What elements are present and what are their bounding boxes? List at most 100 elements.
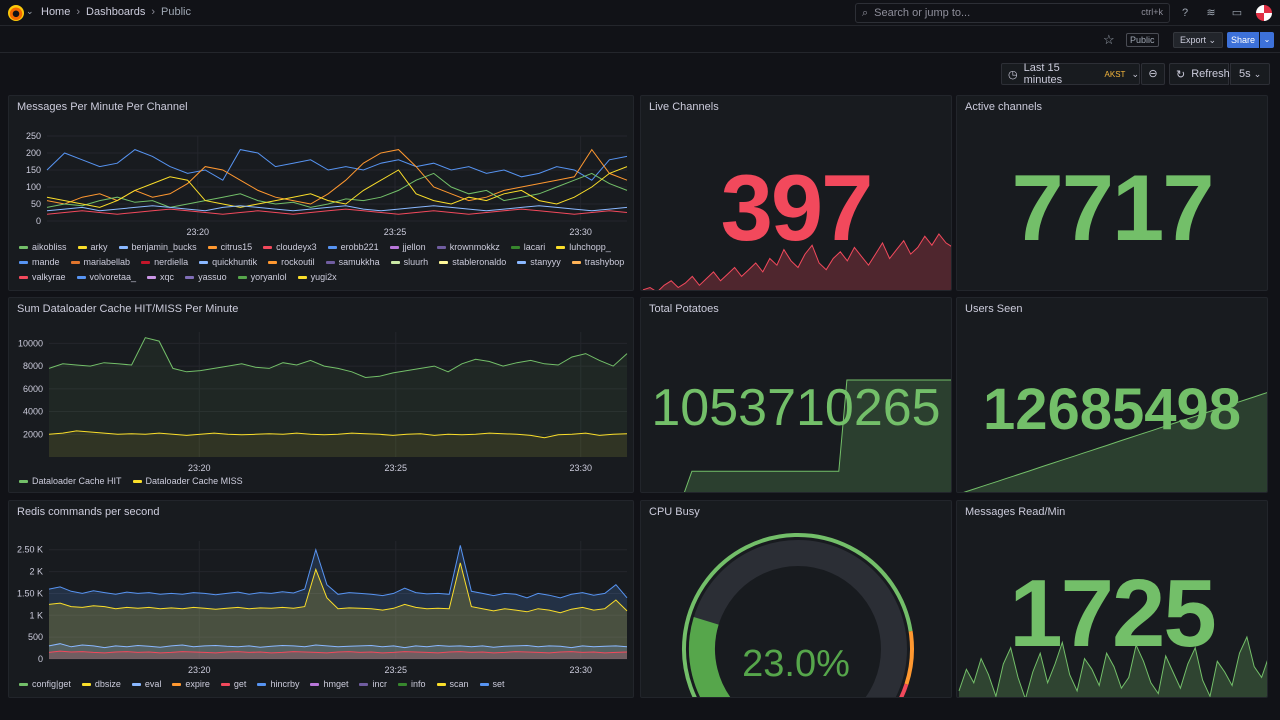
legend-item[interactable]: Dataloader Cache MISS (132, 475, 243, 487)
legend-item[interactable]: arky (77, 241, 108, 253)
rss-icon[interactable]: ≋ (1206, 7, 1216, 19)
legend-item[interactable]: expire (172, 678, 210, 690)
legend-item[interactable]: benjamin_bucks (118, 241, 197, 253)
legend-item[interactable]: luhchopp_ (556, 241, 611, 253)
legend-item[interactable]: trashybop (571, 256, 625, 268)
share-dropdown-icon[interactable]: ⌄ (1260, 32, 1274, 48)
legend-item[interactable]: hmget (310, 678, 348, 690)
help-icon[interactable]: ? (1181, 7, 1189, 19)
legend-swatch (19, 260, 28, 264)
legend-item[interactable]: samukkha (325, 256, 380, 268)
time-range-picker[interactable]: ◷ Last 15 minutes AKST ⌄ (1001, 62, 1140, 86)
search-input[interactable]: ⌕ Search or jump to... ctrl+k (855, 3, 1170, 23)
legend-item[interactable]: mande (19, 256, 60, 268)
zoom-out-icon[interactable]: ⊖ (1141, 63, 1165, 85)
legend-item[interactable]: set (479, 678, 505, 690)
grafana-logo-icon[interactable] (8, 5, 24, 21)
legend-item[interactable]: krownmokkz (436, 241, 500, 253)
legend-label: eval (144, 679, 162, 689)
legend-label: trashybop (584, 257, 625, 267)
gauge-threshold (899, 683, 909, 697)
top-nav: ⌄ Home › Dashboards › Public ⌕ Search or… (0, 0, 1280, 26)
legend-swatch (297, 275, 307, 279)
breadcrumb-dashboards[interactable]: Dashboards (86, 6, 146, 18)
legend-item[interactable]: citrus15 (207, 241, 252, 253)
legend-label: valkyrae (32, 272, 66, 282)
legend-label: arky (90, 242, 108, 252)
legend-item[interactable]: quickhuntik (199, 256, 257, 268)
legend-swatch (257, 682, 267, 686)
messages-read-sparkline (958, 635, 1267, 697)
series-line (46, 205, 628, 212)
sparkline-line (963, 392, 1267, 492)
legend-swatch (359, 682, 369, 686)
panel-live-channels: Live Channels 397 (640, 95, 952, 291)
legend-swatch (327, 245, 337, 249)
chevron-down-icon[interactable]: ⌄ (26, 6, 34, 16)
legend-swatch (207, 245, 217, 249)
x-tick-label: 23:30 (569, 665, 592, 675)
avatar[interactable] (1256, 5, 1272, 21)
search-icon: ⌕ (862, 6, 869, 19)
sparkline-area (965, 392, 1267, 492)
legend-item[interactable]: Dataloader Cache HIT (19, 475, 122, 487)
dataloader-chart: 2000 4000 6000 8000 10000 23:20 23:25 23:30 (18, 332, 628, 473)
legend-item[interactable]: scan (436, 678, 469, 690)
legend-item[interactable]: xqc (147, 271, 174, 283)
legend-label: yassuo (198, 272, 227, 282)
y-tick-label: 1 K (29, 610, 43, 620)
legend-item[interactable]: yassuo (185, 271, 227, 283)
legend-item[interactable]: yugi2x (297, 271, 337, 283)
legend-swatch (118, 245, 128, 249)
legend-item[interactable]: config|get (19, 678, 71, 690)
monitor-icon[interactable]: ▭ (1231, 7, 1243, 19)
stat-value: 397 (720, 155, 874, 260)
legend-item[interactable]: nerdiella (141, 256, 188, 268)
legend-item[interactable]: cloudeyx3 (263, 241, 317, 253)
series-area (49, 651, 627, 659)
breadcrumb-separator-icon: › (76, 6, 81, 18)
y-tick-label: 0 (38, 654, 43, 664)
legend-item[interactable]: hincrby (257, 678, 299, 690)
y-tick-label: 150 (26, 165, 41, 175)
export-button[interactable]: Export ⌄ (1173, 32, 1224, 48)
legend-item[interactable]: eval (131, 678, 162, 690)
legend-item[interactable]: aikobliss (19, 241, 67, 253)
legend-item[interactable]: erobb221 (327, 241, 379, 253)
legend-swatch (510, 245, 520, 249)
legend-item[interactable]: sluurh (390, 256, 428, 268)
legend-item[interactable]: stanyyy (517, 256, 561, 268)
legend-item[interactable]: lacari (510, 241, 545, 253)
legend-swatch (185, 275, 195, 279)
legend-item[interactable]: stableronaldo (439, 256, 506, 268)
legend-item[interactable]: jjellon (389, 241, 426, 253)
refresh-label: Refresh (1191, 68, 1230, 80)
legend-item[interactable]: yoryanlol (237, 271, 287, 283)
breadcrumb-separator-icon: › (151, 6, 156, 18)
timezone-badge: AKST (1104, 69, 1126, 79)
legend-item[interactable]: dbsize (81, 678, 121, 690)
legend-item[interactable]: mariabellab (70, 256, 130, 268)
legend-swatch (76, 275, 86, 279)
legend-swatch (172, 682, 182, 686)
breadcrumb-home[interactable]: Home (41, 6, 71, 18)
series-area (49, 430, 627, 457)
legend-label: yugi2x (310, 272, 337, 282)
share-button[interactable]: Share (1227, 32, 1259, 48)
panel-title: Redis commands per second (17, 506, 160, 518)
legend-item[interactable]: rockoutil (268, 256, 315, 268)
refresh-interval-select[interactable]: 5s ⌄ (1230, 63, 1270, 85)
stat-value: 1725 (1009, 560, 1217, 667)
legend-item[interactable]: info (397, 678, 426, 690)
panel-redis-commands: Redis commands per second 0 500 1 K 1.50 K 2… (8, 500, 634, 698)
series-line (48, 545, 628, 599)
legend-swatch (19, 275, 28, 279)
legend-item[interactable]: volvoretaa_ (76, 271, 136, 283)
legend-item[interactable]: incr (359, 678, 387, 690)
legend-item[interactable]: valkyrae (19, 271, 66, 283)
refresh-button[interactable]: ↻ Refresh (1169, 63, 1230, 85)
star-icon[interactable]: ☆ (1103, 32, 1115, 47)
stat-value: 1053710265 (651, 379, 941, 437)
legend-item[interactable]: get (220, 678, 246, 690)
panel-title: Sum Dataloader Cache HIT/MISS Per Minute (17, 303, 239, 315)
